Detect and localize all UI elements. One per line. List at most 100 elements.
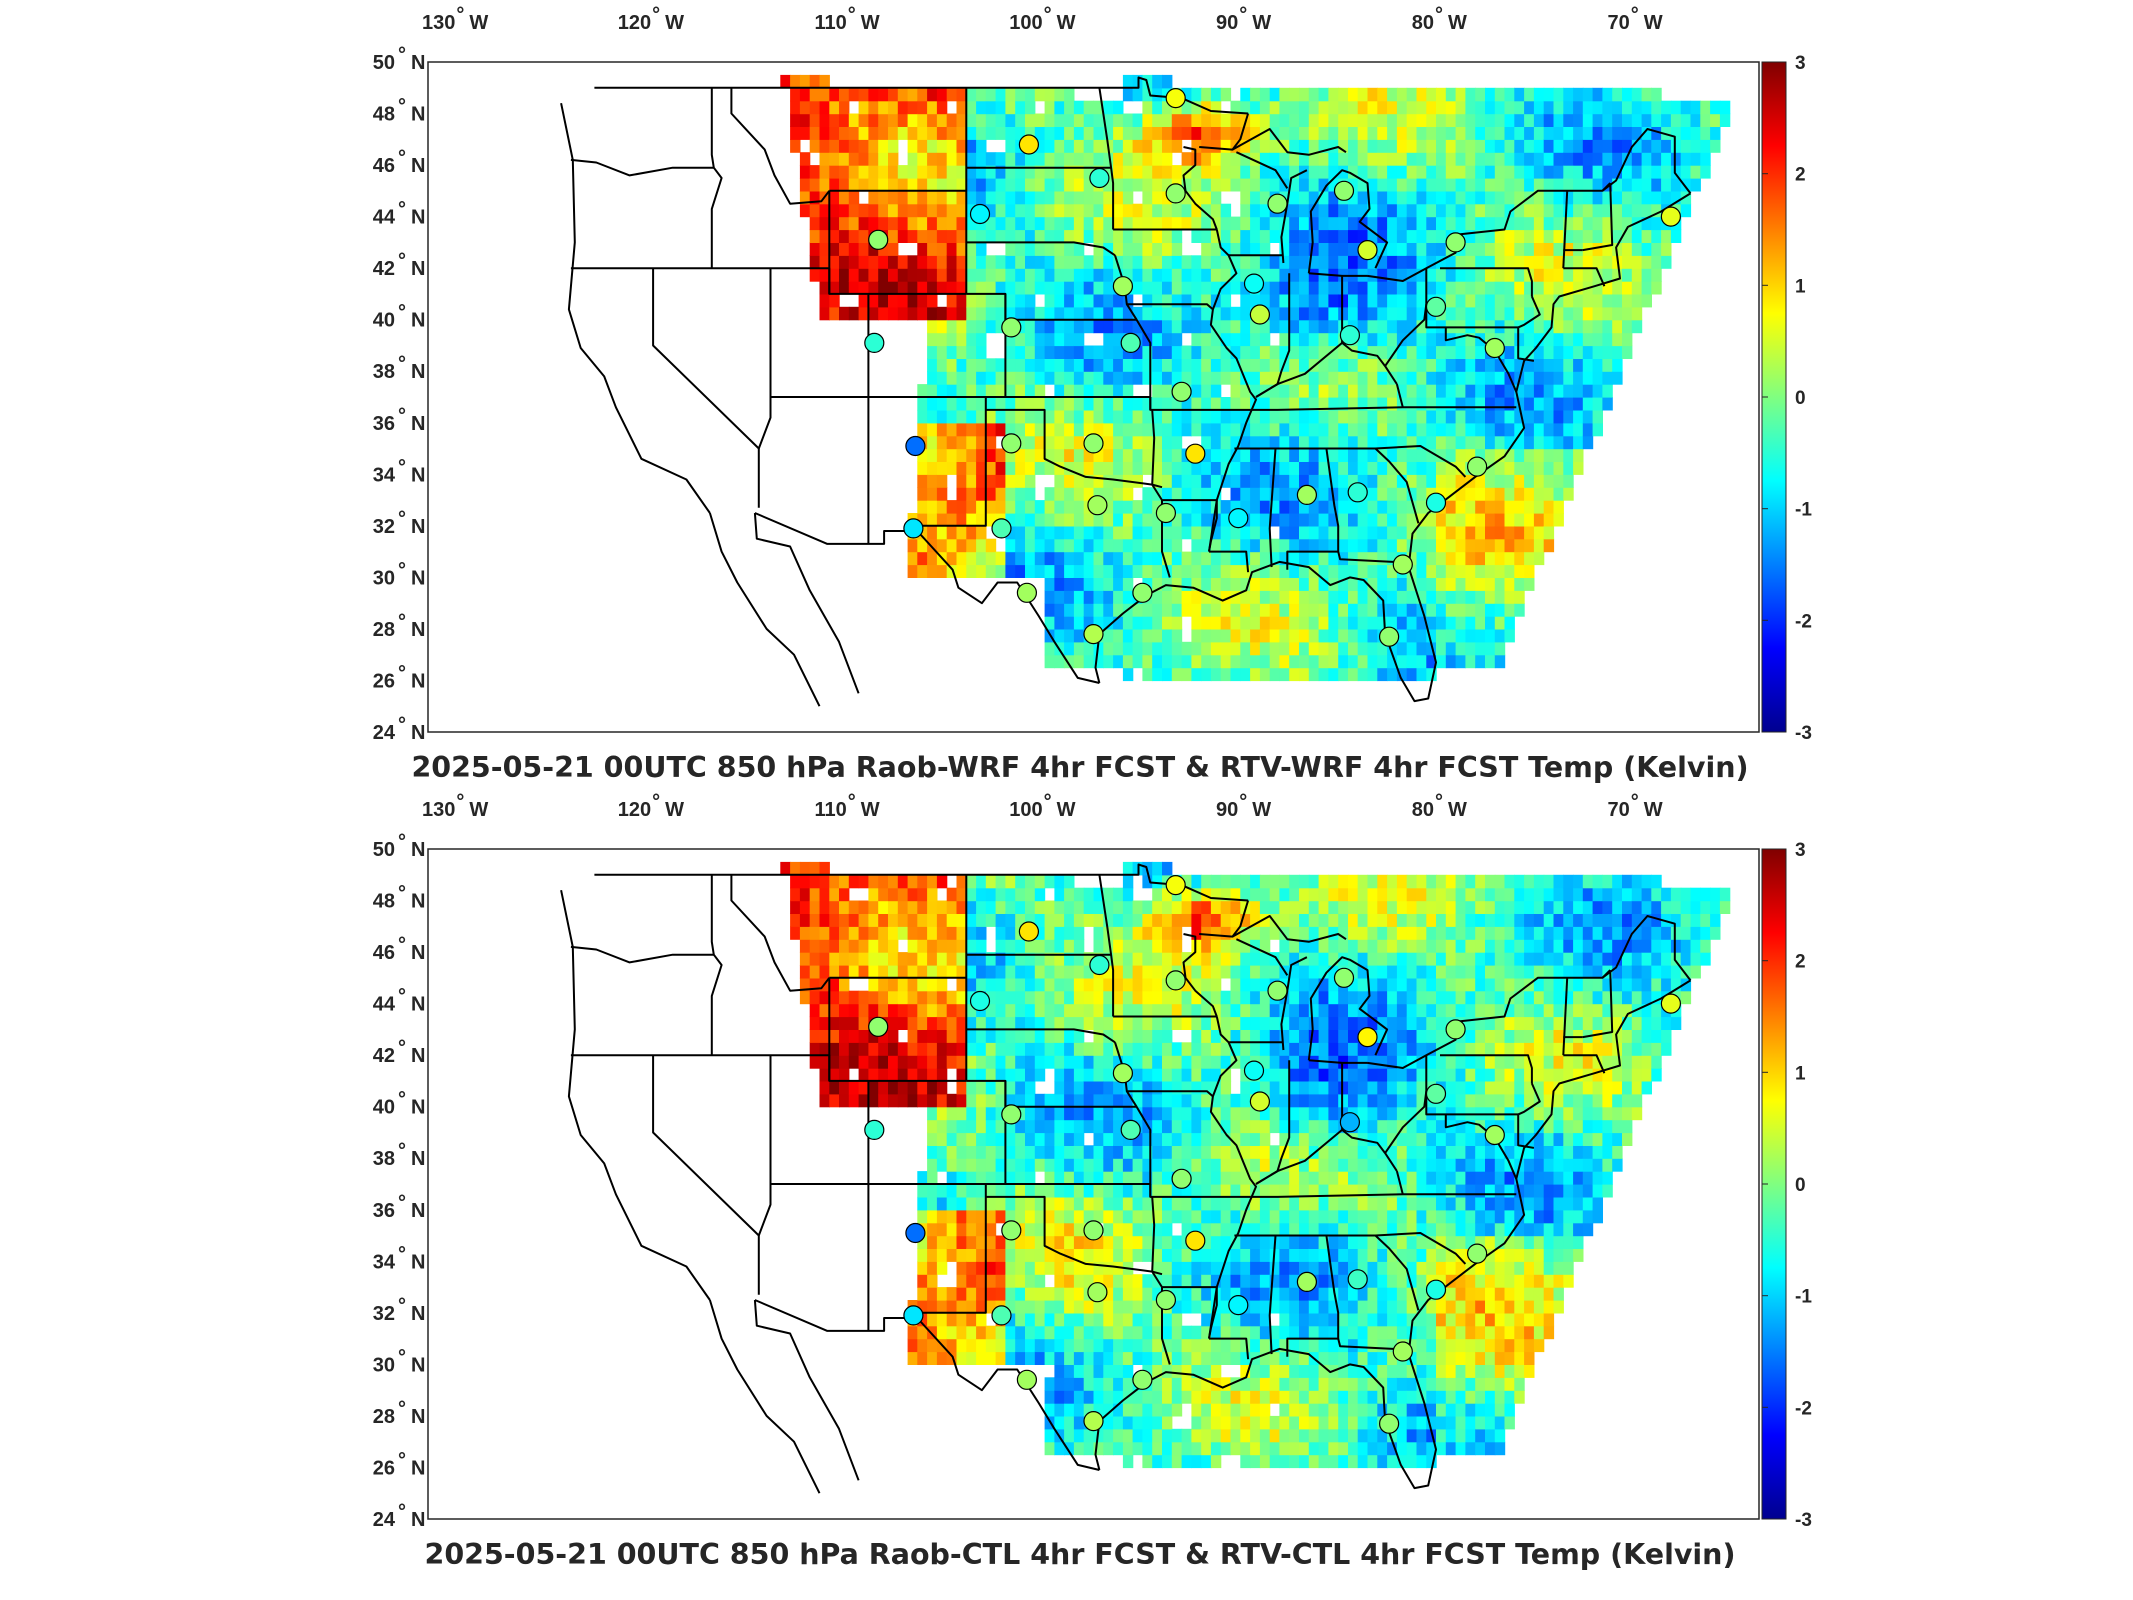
field-cell xyxy=(897,203,909,218)
field-cell xyxy=(966,165,977,179)
field-cell xyxy=(956,551,967,566)
field-cell xyxy=(1181,913,1192,927)
field-cell xyxy=(1064,1274,1075,1288)
field-cell xyxy=(1475,513,1486,527)
field-cell xyxy=(1005,1351,1016,1365)
field-cell xyxy=(1299,345,1310,359)
field-cell xyxy=(1279,461,1290,475)
field-cell xyxy=(848,1016,860,1030)
field-cell xyxy=(946,190,958,205)
field-cell xyxy=(995,1171,1006,1185)
field-cell xyxy=(946,1055,958,1069)
field-cell xyxy=(1455,616,1466,630)
field-cell xyxy=(1573,268,1584,282)
field-cell xyxy=(1328,474,1339,488)
field-cell xyxy=(1191,1415,1202,1430)
field-cell xyxy=(1132,1106,1143,1121)
field-cell xyxy=(1670,126,1682,140)
field-cell xyxy=(1279,293,1290,308)
field-cell xyxy=(1025,1300,1036,1314)
field-cell xyxy=(1152,358,1163,372)
field-cell xyxy=(1641,203,1652,218)
field-cell xyxy=(1357,358,1369,372)
field-cell xyxy=(1377,268,1388,282)
field-cell xyxy=(985,306,997,321)
field-cell xyxy=(1485,306,1496,321)
field-cell xyxy=(1308,100,1320,115)
field-cell xyxy=(936,126,948,140)
field-cell xyxy=(907,190,918,205)
field-cell xyxy=(1025,513,1036,527)
field-cell xyxy=(1367,538,1378,553)
field-cell xyxy=(1142,319,1153,334)
field-cell xyxy=(1044,332,1055,347)
field-cell xyxy=(1142,113,1153,127)
field-cell xyxy=(1445,654,1457,669)
field-cell xyxy=(1230,474,1241,488)
field-cell xyxy=(1240,152,1251,166)
field-cell xyxy=(1514,461,1525,475)
field-cell xyxy=(1201,216,1212,231)
field-cell xyxy=(888,268,899,282)
field-cell xyxy=(1122,242,1134,256)
field-cell xyxy=(1269,139,1281,153)
field-cell xyxy=(1054,448,1065,462)
field-cell xyxy=(1259,603,1271,617)
field-cell xyxy=(1357,538,1369,553)
field-cell xyxy=(1005,977,1016,992)
field-cell xyxy=(1504,538,1515,553)
field-cell xyxy=(927,371,938,385)
field-cell xyxy=(927,977,938,992)
field-cell xyxy=(1377,319,1388,334)
field-cell xyxy=(1025,293,1036,308)
field-cell xyxy=(809,1003,821,1018)
field-cell xyxy=(1093,422,1104,437)
field-cell xyxy=(1328,178,1339,192)
field-cell xyxy=(1670,139,1682,153)
field-cell xyxy=(1250,216,1261,231)
field-cell xyxy=(878,281,889,295)
field-cell xyxy=(1582,384,1594,398)
field-cell xyxy=(1348,165,1359,179)
field-cell xyxy=(878,977,889,992)
field-cell xyxy=(1455,641,1466,656)
field-cell xyxy=(927,1235,938,1249)
field-cell xyxy=(956,1325,967,1340)
field-cell xyxy=(1387,641,1398,656)
field-cell xyxy=(1064,654,1075,669)
field-cell xyxy=(1602,190,1613,205)
field-cell xyxy=(1279,422,1290,437)
field-cell xyxy=(1122,990,1134,1005)
field-cell xyxy=(1240,654,1251,669)
field-cell xyxy=(1113,1196,1124,1211)
field-cell xyxy=(1201,268,1212,282)
field-cell xyxy=(1210,977,1222,992)
field-cell xyxy=(1318,281,1329,295)
field-cell xyxy=(927,1158,938,1172)
field-cell xyxy=(1328,513,1339,527)
degree-symbol: ° xyxy=(398,199,406,221)
field-cell xyxy=(1250,487,1261,501)
field-cell xyxy=(1073,203,1085,218)
field-cell xyxy=(1132,448,1143,462)
field-cell xyxy=(1142,1145,1153,1159)
field-cell xyxy=(1367,564,1378,578)
field-cell xyxy=(1093,358,1104,372)
raob-station-markers xyxy=(864,87,1682,647)
field-cell xyxy=(1318,397,1329,411)
field-cell xyxy=(1034,345,1046,359)
field-cell xyxy=(1357,590,1369,604)
field-cell xyxy=(1700,165,1711,179)
field-cell xyxy=(917,190,928,205)
field-cell xyxy=(1318,564,1329,578)
field-cell xyxy=(936,371,948,385)
field-cell xyxy=(1406,641,1418,656)
field-cell xyxy=(1563,190,1574,205)
field-cell xyxy=(1005,165,1016,179)
field-cell xyxy=(985,422,997,437)
field-cell xyxy=(1651,216,1662,231)
field-cell xyxy=(1025,242,1036,256)
field-cell xyxy=(1171,513,1183,527)
field-cell xyxy=(1171,1196,1183,1211)
field-cell xyxy=(976,1287,987,1301)
